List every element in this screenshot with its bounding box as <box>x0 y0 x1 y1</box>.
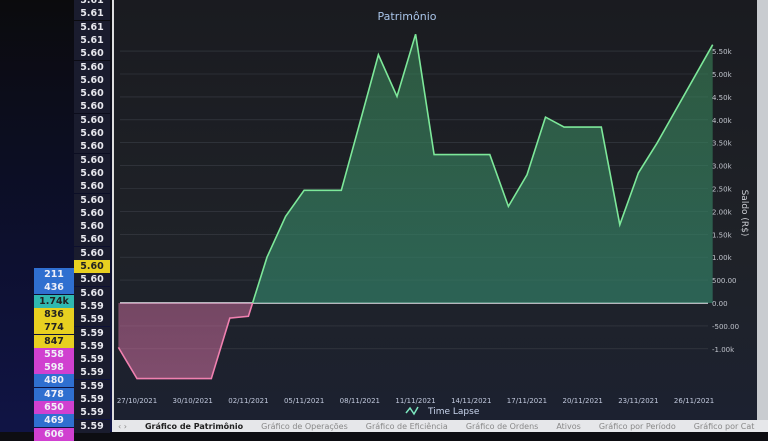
x-tick-label: 27/10/2021 <box>117 397 157 405</box>
quantity-cell: 558 <box>34 347 74 361</box>
series-line-positive <box>251 33 714 303</box>
tab-6[interactable]: Gráfico por Período <box>598 421 676 431</box>
price-cell: 5.59 <box>74 339 110 353</box>
time-lapse-legend-icon <box>405 406 419 416</box>
x-tick-label: 05/11/2021 <box>284 397 324 405</box>
price-cell: 5.61 <box>74 0 110 7</box>
quantity-cell: 469 <box>34 414 74 428</box>
right-edge-panel <box>757 0 768 432</box>
negative-area <box>118 303 713 379</box>
price-cell: 5.60 <box>74 47 110 61</box>
price-cell: 5.60 <box>74 273 110 287</box>
tab-4[interactable]: Gráfico de Ordens <box>465 421 539 431</box>
price-cell: 5.59 <box>74 353 110 367</box>
tab-3[interactable]: Gráfico de Eficiência <box>365 421 448 431</box>
x-tick-label: 17/11/2021 <box>507 397 547 405</box>
tab-2[interactable]: Gráfico de Operações <box>261 421 348 431</box>
price-cell: 5.60 <box>74 206 110 220</box>
tab-0[interactable]: ‹ › <box>118 421 127 431</box>
price-cell: 5.60 <box>74 180 110 194</box>
price-cell: 5.60 <box>74 286 110 300</box>
quantity-cell: 436 <box>34 281 74 295</box>
y-tick-label: 3.50k <box>712 140 733 148</box>
price-cell: 5.59 <box>74 393 110 406</box>
price-cell: 5.61 <box>74 33 110 47</box>
quantity-cell: 211 <box>34 268 74 281</box>
quantity-cell: 480 <box>34 374 74 388</box>
y-tick-label: 2.00k <box>712 208 733 216</box>
price-cell: 5.61 <box>74 20 110 34</box>
y-tick-label: -500.00 <box>712 323 739 331</box>
x-tick-label: 30/10/2021 <box>173 397 213 405</box>
y-tick-label: 4.00k <box>712 117 733 125</box>
price-cell: 5.59 <box>74 366 110 380</box>
price-cell: 5.60 <box>74 193 110 207</box>
x-tick-label: 23/11/2021 <box>618 397 658 405</box>
price-cell: 5.60 <box>74 166 110 180</box>
y-axis-label: Saldo (R$) <box>739 190 749 237</box>
price-cell: 5.60 <box>74 127 110 140</box>
tab-7[interactable]: Gráfico por Cat <box>693 421 755 431</box>
y-tick-label: 5.50k <box>712 48 733 56</box>
price-cell: 5.59 <box>74 379 110 393</box>
price-cell: 5.59 <box>74 313 110 327</box>
patrimonio-chart: 5.50k 5.00k 4.50k 4.00k 3.50k 3.00k 2.50k 2.00k… <box>117 10 749 417</box>
y-tick-label: 0.00 <box>712 300 728 308</box>
quantity-cell: 1.74k <box>34 294 74 308</box>
series-line-negative <box>117 303 254 380</box>
tab-bar: ‹ › Gráfico de Patrimônio Gráfico de Opera… <box>112 420 768 432</box>
quantity-cell: 836 <box>34 307 74 321</box>
tab-1[interactable]: Gráfico de Patrimônio <box>144 421 244 431</box>
quantity-cell: 847 <box>34 334 74 348</box>
price-cell: 5.59 <box>74 299 110 313</box>
price-cell: 5.60 <box>74 140 110 154</box>
y-tick-label: 1.00k <box>712 254 733 262</box>
legend-label: Time Lapse <box>427 407 480 417</box>
price-cell: 5.60 <box>74 100 110 114</box>
x-tick-label: 20/11/2021 <box>563 397 603 405</box>
price-cell: 5.60 <box>74 246 110 260</box>
price-cell: 5.59 <box>74 419 110 433</box>
legend[interactable]: Time Lapse <box>405 406 480 417</box>
tab-5[interactable]: Ativos <box>556 421 581 431</box>
x-tick-label: 14/11/2021 <box>451 397 491 405</box>
y-tick-label: 1.50k <box>712 231 733 239</box>
price-cell: 5.60 <box>74 113 110 127</box>
price-cell: 5.61 <box>74 7 110 21</box>
x-tick-label: 02/11/2021 <box>228 397 268 405</box>
quantity-cell: 650 <box>34 401 74 414</box>
y-tick-label: -1.00k <box>712 346 735 354</box>
x-tick-label: 26/11/2021 <box>674 397 714 405</box>
price-cell: 5.60 <box>74 60 110 74</box>
price-cell: 5.60 <box>74 153 110 167</box>
price-cell: 5.60 <box>74 73 110 87</box>
y-tick-label: 500.00 <box>712 277 737 285</box>
patrimonio-chart-panel: 5.50k 5.00k 4.50k 4.00k 3.50k 3.00k 2.50k 2.00k… <box>112 0 759 420</box>
x-tick-label: 08/11/2021 <box>340 397 380 405</box>
price-cell: 5.59 <box>74 406 110 420</box>
price-cell: 5.60 <box>74 233 110 247</box>
quantity-cell: 774 <box>34 321 74 335</box>
price-cell: 5.59 <box>74 326 110 340</box>
chart-title: Patrimônio <box>378 10 437 23</box>
price-cell: 5.60 <box>74 220 110 234</box>
quantity-cell: 478 <box>34 387 74 401</box>
quantity-cell: 598 <box>34 361 74 375</box>
price-cell: 5.60 <box>74 87 110 101</box>
left-price-panel: 5.61 5.61 5.61 5.61 5.60 5.60 5.60 5.60 5.60 5.60… <box>0 0 112 441</box>
y-tick-label: 5.00k <box>712 71 733 79</box>
x-tick-label: 11/11/2021 <box>395 397 435 405</box>
y-tick-label: 4.50k <box>712 94 733 102</box>
price-cell: 5.60 <box>74 260 110 273</box>
y-tick-label: 3.00k <box>712 163 733 171</box>
quantity-cell: 606 <box>34 427 74 441</box>
positive-area <box>118 34 713 303</box>
y-tick-label: 2.50k <box>712 186 733 194</box>
